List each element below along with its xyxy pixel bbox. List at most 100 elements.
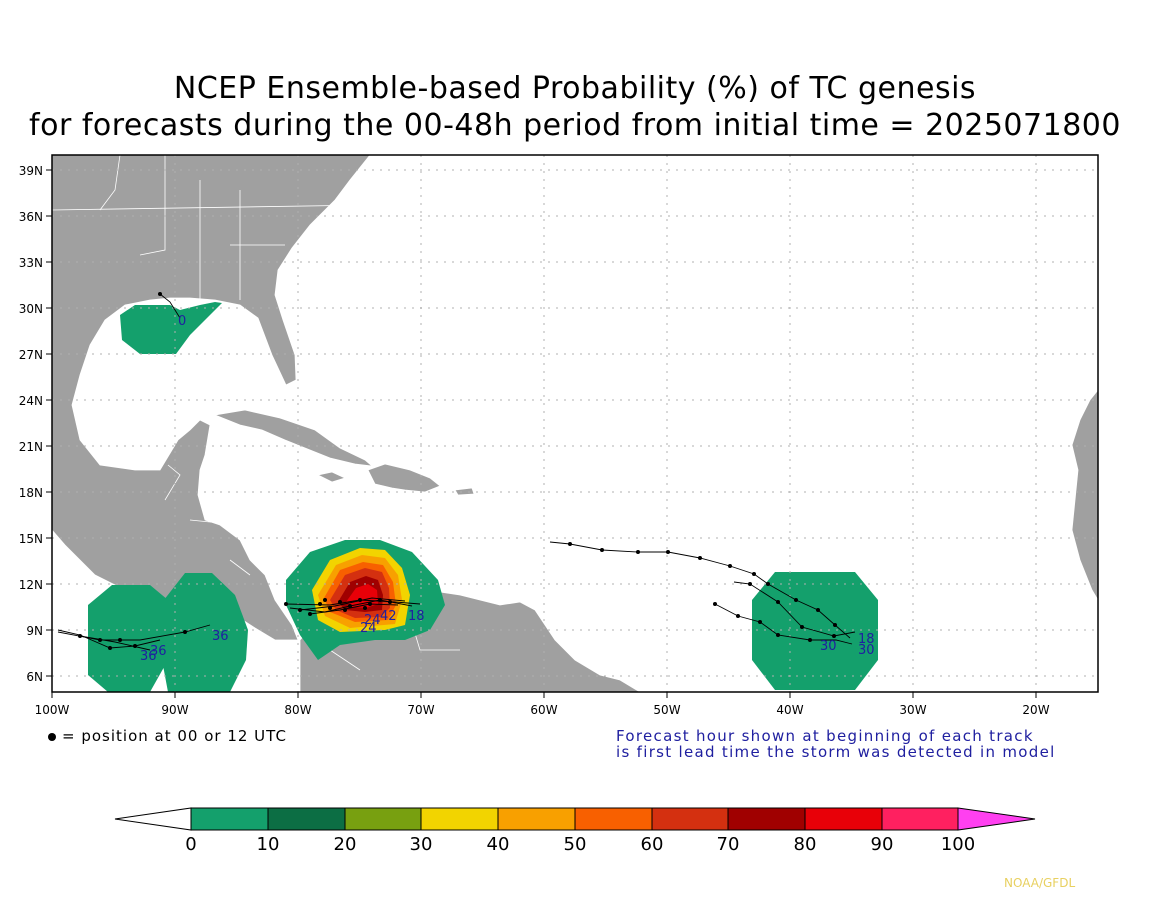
track-position-dot <box>833 623 837 627</box>
north-america-land <box>52 155 371 641</box>
track-position-dot <box>338 600 342 604</box>
atlantic-track-label: 30 <box>820 639 837 654</box>
caribbean-track-label: 42 <box>380 609 397 624</box>
caribbean-track-label: 18 <box>408 609 425 624</box>
lat-label: 9N <box>26 624 43 638</box>
position-legend-dot <box>48 733 56 741</box>
lat-label: 36N <box>19 210 43 224</box>
colorbar-segment <box>420 807 499 831</box>
colorbar-labels: 0 10 20 30 40 50 60 70 80 90 100 <box>185 834 975 855</box>
colorbar-tick-label: 90 <box>871 834 894 855</box>
lat-label: 30N <box>19 302 43 316</box>
lon-label: 90W <box>161 703 188 717</box>
track-position-dot <box>776 633 780 637</box>
colorbar-tick-label: 10 <box>257 834 280 855</box>
atlantic-track-label: 30 <box>858 643 875 658</box>
lon-label: 30W <box>899 703 926 717</box>
colorbar-tick-label: 50 <box>564 834 587 855</box>
credit-label: NOAA/GFDL <box>1004 876 1076 890</box>
lat-label: 39N <box>19 164 43 178</box>
epac-track-label: 36 <box>140 649 157 664</box>
track-position-dot <box>108 646 112 650</box>
lon-label: 60W <box>530 703 557 717</box>
track-hour-labels: 0 36 36 36 24 24 42 18 18 30 30 <box>140 314 875 664</box>
position-legend-text: = position at 00 or 12 UTC <box>44 727 287 745</box>
map-title: NCEP Ensemble-based Probability (%) of T… <box>0 70 1150 144</box>
track-position-dot <box>368 602 372 606</box>
track-position-dot <box>284 602 288 606</box>
gulf-probability-area <box>120 302 222 354</box>
lon-label: 100W <box>35 703 70 717</box>
colorbar-tick-label: 40 <box>487 834 510 855</box>
track-position-dot <box>133 644 137 648</box>
track-position-dot <box>766 582 770 586</box>
colorbar-low-arrow <box>114 807 192 831</box>
track-position-dot <box>358 598 362 602</box>
track-position-dot <box>118 638 122 642</box>
epac-track-label: 36 <box>212 629 229 644</box>
colorbar-segment <box>651 807 729 831</box>
track-position-dot <box>183 630 187 634</box>
colorbar-segment <box>727 807 806 831</box>
track-position-dot <box>794 598 798 602</box>
track-position-dot <box>378 598 382 602</box>
lon-label: 50W <box>653 703 680 717</box>
atlantic-track-2 <box>733 581 856 637</box>
lat-label: 18N <box>19 486 43 500</box>
colorbar-segment <box>497 807 576 831</box>
caribbean-track-label: 24 <box>364 613 381 628</box>
track-position-dot <box>736 614 740 618</box>
track-position-dot <box>728 564 732 568</box>
track-position-dot <box>752 572 756 576</box>
lat-label: 21N <box>19 440 43 454</box>
track-position-dot <box>348 604 352 608</box>
track-position-dot <box>343 608 347 612</box>
map-frame <box>51 154 1099 693</box>
lon-label: 20W <box>1022 703 1049 717</box>
lon-label: 40W <box>776 703 803 717</box>
colorbar-tick-label: 80 <box>794 834 817 855</box>
lat-label: 6N <box>26 670 43 684</box>
latitude-labels: 39N 36N 33N 30N 27N 24N 21N 18N 15N 12N … <box>19 164 43 684</box>
track-position-dot <box>832 634 836 638</box>
caribbean-track-label: 24 <box>360 621 377 636</box>
axis-ticks <box>46 169 1037 698</box>
colorbar-tick-label: 20 <box>334 834 357 855</box>
colorbar-high-arrow <box>957 807 1036 831</box>
lat-label: 15N <box>19 532 43 546</box>
track-positions <box>78 292 837 650</box>
gulf-track <box>159 293 181 319</box>
track-position-dot <box>758 620 762 624</box>
track-position-dot <box>98 638 102 642</box>
title-line-2: for forecasts during the 00-48h period f… <box>29 108 1121 143</box>
track-position-dot <box>600 548 604 552</box>
track-position-dot <box>748 582 752 586</box>
lon-label: 80W <box>284 703 311 717</box>
colorbar-segment <box>190 807 269 831</box>
africa-land <box>1071 389 1098 601</box>
lat-label: 33N <box>19 256 43 270</box>
epac-track-3 <box>79 635 151 651</box>
track-position-dot <box>388 600 392 604</box>
track-position-dot <box>318 602 322 606</box>
track-position-dot <box>323 598 327 602</box>
track-position-dot <box>78 634 82 638</box>
puerto-rico-land <box>454 487 475 496</box>
track-position-dot <box>808 638 812 642</box>
track-position-dot <box>776 600 780 604</box>
forecast-note-line-1: Forecast hour shown at beginning of each… <box>616 727 1034 745</box>
position-legend-label: = position at 00 or 12 UTC <box>62 727 287 745</box>
colorbar-segment <box>881 807 959 831</box>
colorbar-segment <box>267 807 346 831</box>
forecast-hour-note: Forecast hour shown at beginning of each… <box>616 728 1056 760</box>
track-position-dot <box>568 542 572 546</box>
epac-probability-area-1 <box>88 585 168 692</box>
epac-track-label: 36 <box>150 644 167 659</box>
lon-label: 70W <box>407 703 434 717</box>
track-position-dot <box>800 625 804 629</box>
track-position-dot <box>298 608 302 612</box>
colorbar-tick-label: 30 <box>410 834 433 855</box>
colorbar-segment <box>804 807 883 831</box>
caribbean-track-2 <box>299 597 406 611</box>
track-position-dot <box>158 292 162 296</box>
